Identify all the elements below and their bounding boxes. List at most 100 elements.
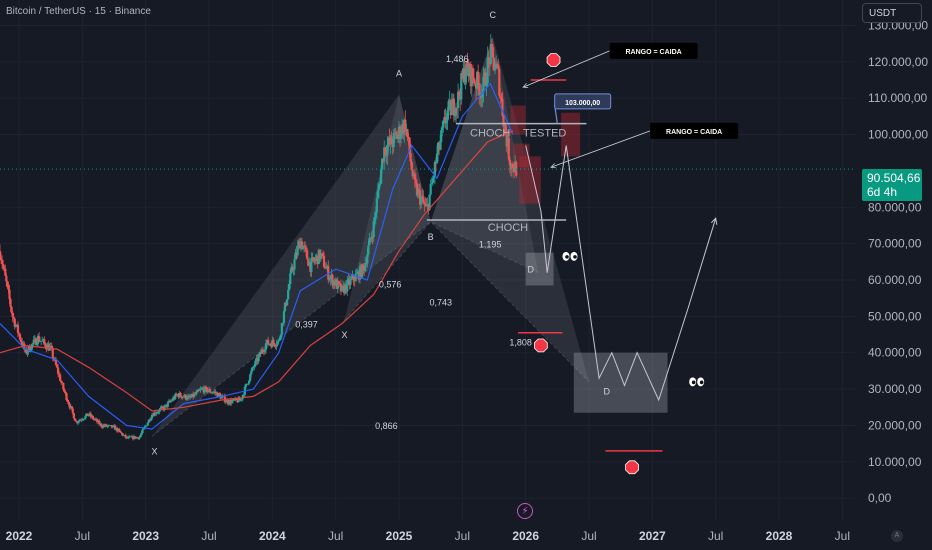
candle-body: [486, 57, 489, 84]
x-axis-tick-label: 2024: [259, 529, 286, 543]
candle-body: [355, 273, 358, 275]
candle-body: [170, 400, 174, 402]
candle-body: [452, 98, 455, 116]
candle-body: [477, 71, 480, 84]
pattern-point-label: X: [342, 330, 348, 340]
candle-body: [238, 397, 241, 401]
lightning-icon[interactable]: ⚡: [517, 503, 533, 519]
candle-body: [8, 289, 11, 300]
candle-body: [185, 398, 188, 400]
candle-body: [205, 387, 208, 393]
candle-body: [0, 250, 2, 258]
candle-body: [51, 348, 54, 358]
candle-body: [352, 274, 355, 281]
candle-body: [280, 323, 283, 335]
candle-body: [457, 91, 460, 109]
candle-body: [349, 279, 352, 285]
candle-body: [182, 396, 185, 398]
auto-scale-button[interactable]: A: [891, 530, 903, 542]
stop-sign-icon: [625, 460, 639, 475]
candle-body: [424, 204, 427, 206]
candle-body: [246, 383, 250, 385]
candle-body: [485, 83, 488, 86]
pattern-point-label: D: [603, 387, 610, 397]
candle-body: [32, 339, 35, 344]
candle-body: [447, 101, 450, 111]
candle-body: [286, 299, 289, 306]
y-axis-tick-label: 40.000,00: [868, 346, 922, 360]
candle-body: [329, 277, 332, 280]
candle-body: [306, 250, 309, 260]
candle-body: [6, 281, 9, 286]
candle-body: [17, 332, 21, 335]
candle-body: [338, 283, 341, 285]
candle-body: [300, 241, 303, 250]
y-axis-tick-label: 20.000,00: [868, 418, 922, 432]
callout-text: 103.000,00: [565, 100, 600, 107]
candle-body: [310, 258, 313, 272]
candle-body: [504, 124, 507, 135]
candle-body: [105, 424, 108, 427]
annotation-callout: RANGO = CAIDA: [551, 122, 739, 167]
candle-body: [466, 61, 469, 68]
candle-body: [429, 184, 432, 195]
candle-body: [374, 212, 377, 217]
symbol-title: Bitcoin / TetherUS · 15 · Binance: [6, 6, 151, 17]
candle-body: [331, 274, 334, 286]
candle-body: [159, 408, 162, 410]
pattern-point-label: B: [428, 232, 434, 242]
candle-body: [327, 265, 330, 280]
candle-body: [249, 374, 252, 381]
candle-body: [195, 391, 198, 395]
candle-body: [422, 196, 425, 203]
candle-body: [377, 185, 381, 191]
candle-body: [497, 64, 500, 69]
candle-body: [71, 408, 74, 414]
candle-body: [111, 425, 115, 428]
candle-body: [362, 264, 365, 268]
candle-body: [498, 68, 501, 96]
candle-body: [224, 401, 227, 403]
candle-body: [138, 437, 141, 439]
candle-body: [440, 130, 443, 142]
candle-body: [208, 389, 212, 393]
bar-countdown: 6d 4h: [867, 185, 898, 199]
candle-body: [220, 396, 223, 399]
candle-body: [194, 393, 197, 395]
candle-body: [500, 95, 503, 99]
callout-box: [554, 93, 612, 110]
candle-body: [431, 178, 434, 184]
candle-body: [446, 110, 449, 121]
currency-selector[interactable]: USDT: [862, 3, 922, 23]
candle-body: [305, 247, 308, 251]
candle-body: [267, 339, 270, 345]
candle-body: [58, 373, 61, 375]
candle-body: [262, 351, 265, 353]
candle-body: [153, 412, 156, 417]
supply-zone: [519, 156, 541, 204]
candle-body: [278, 337, 281, 341]
candle-body: [86, 413, 89, 417]
candle-body: [4, 268, 7, 276]
fib-ratio-label: 1,808: [509, 337, 532, 347]
candle-body: [186, 396, 189, 399]
candle-body: [354, 274, 357, 282]
eyes-icon: [562, 251, 578, 261]
candle-body: [496, 63, 499, 65]
candle-body: [3, 266, 6, 269]
y-axis-tick-label: 30.000,00: [868, 382, 922, 396]
y-axis-panel: [855, 0, 932, 550]
candle-body: [72, 413, 75, 419]
candle-body: [68, 404, 71, 408]
candle-body: [16, 324, 20, 333]
candle-body: [296, 246, 299, 256]
candle-body: [511, 163, 515, 170]
candle-body: [81, 419, 84, 421]
candle-body: [199, 389, 202, 391]
candle-body: [454, 107, 458, 116]
candle-body: [83, 418, 86, 420]
candle-body: [373, 216, 376, 222]
candle-body: [460, 73, 463, 100]
supply-zone: [513, 143, 530, 168]
